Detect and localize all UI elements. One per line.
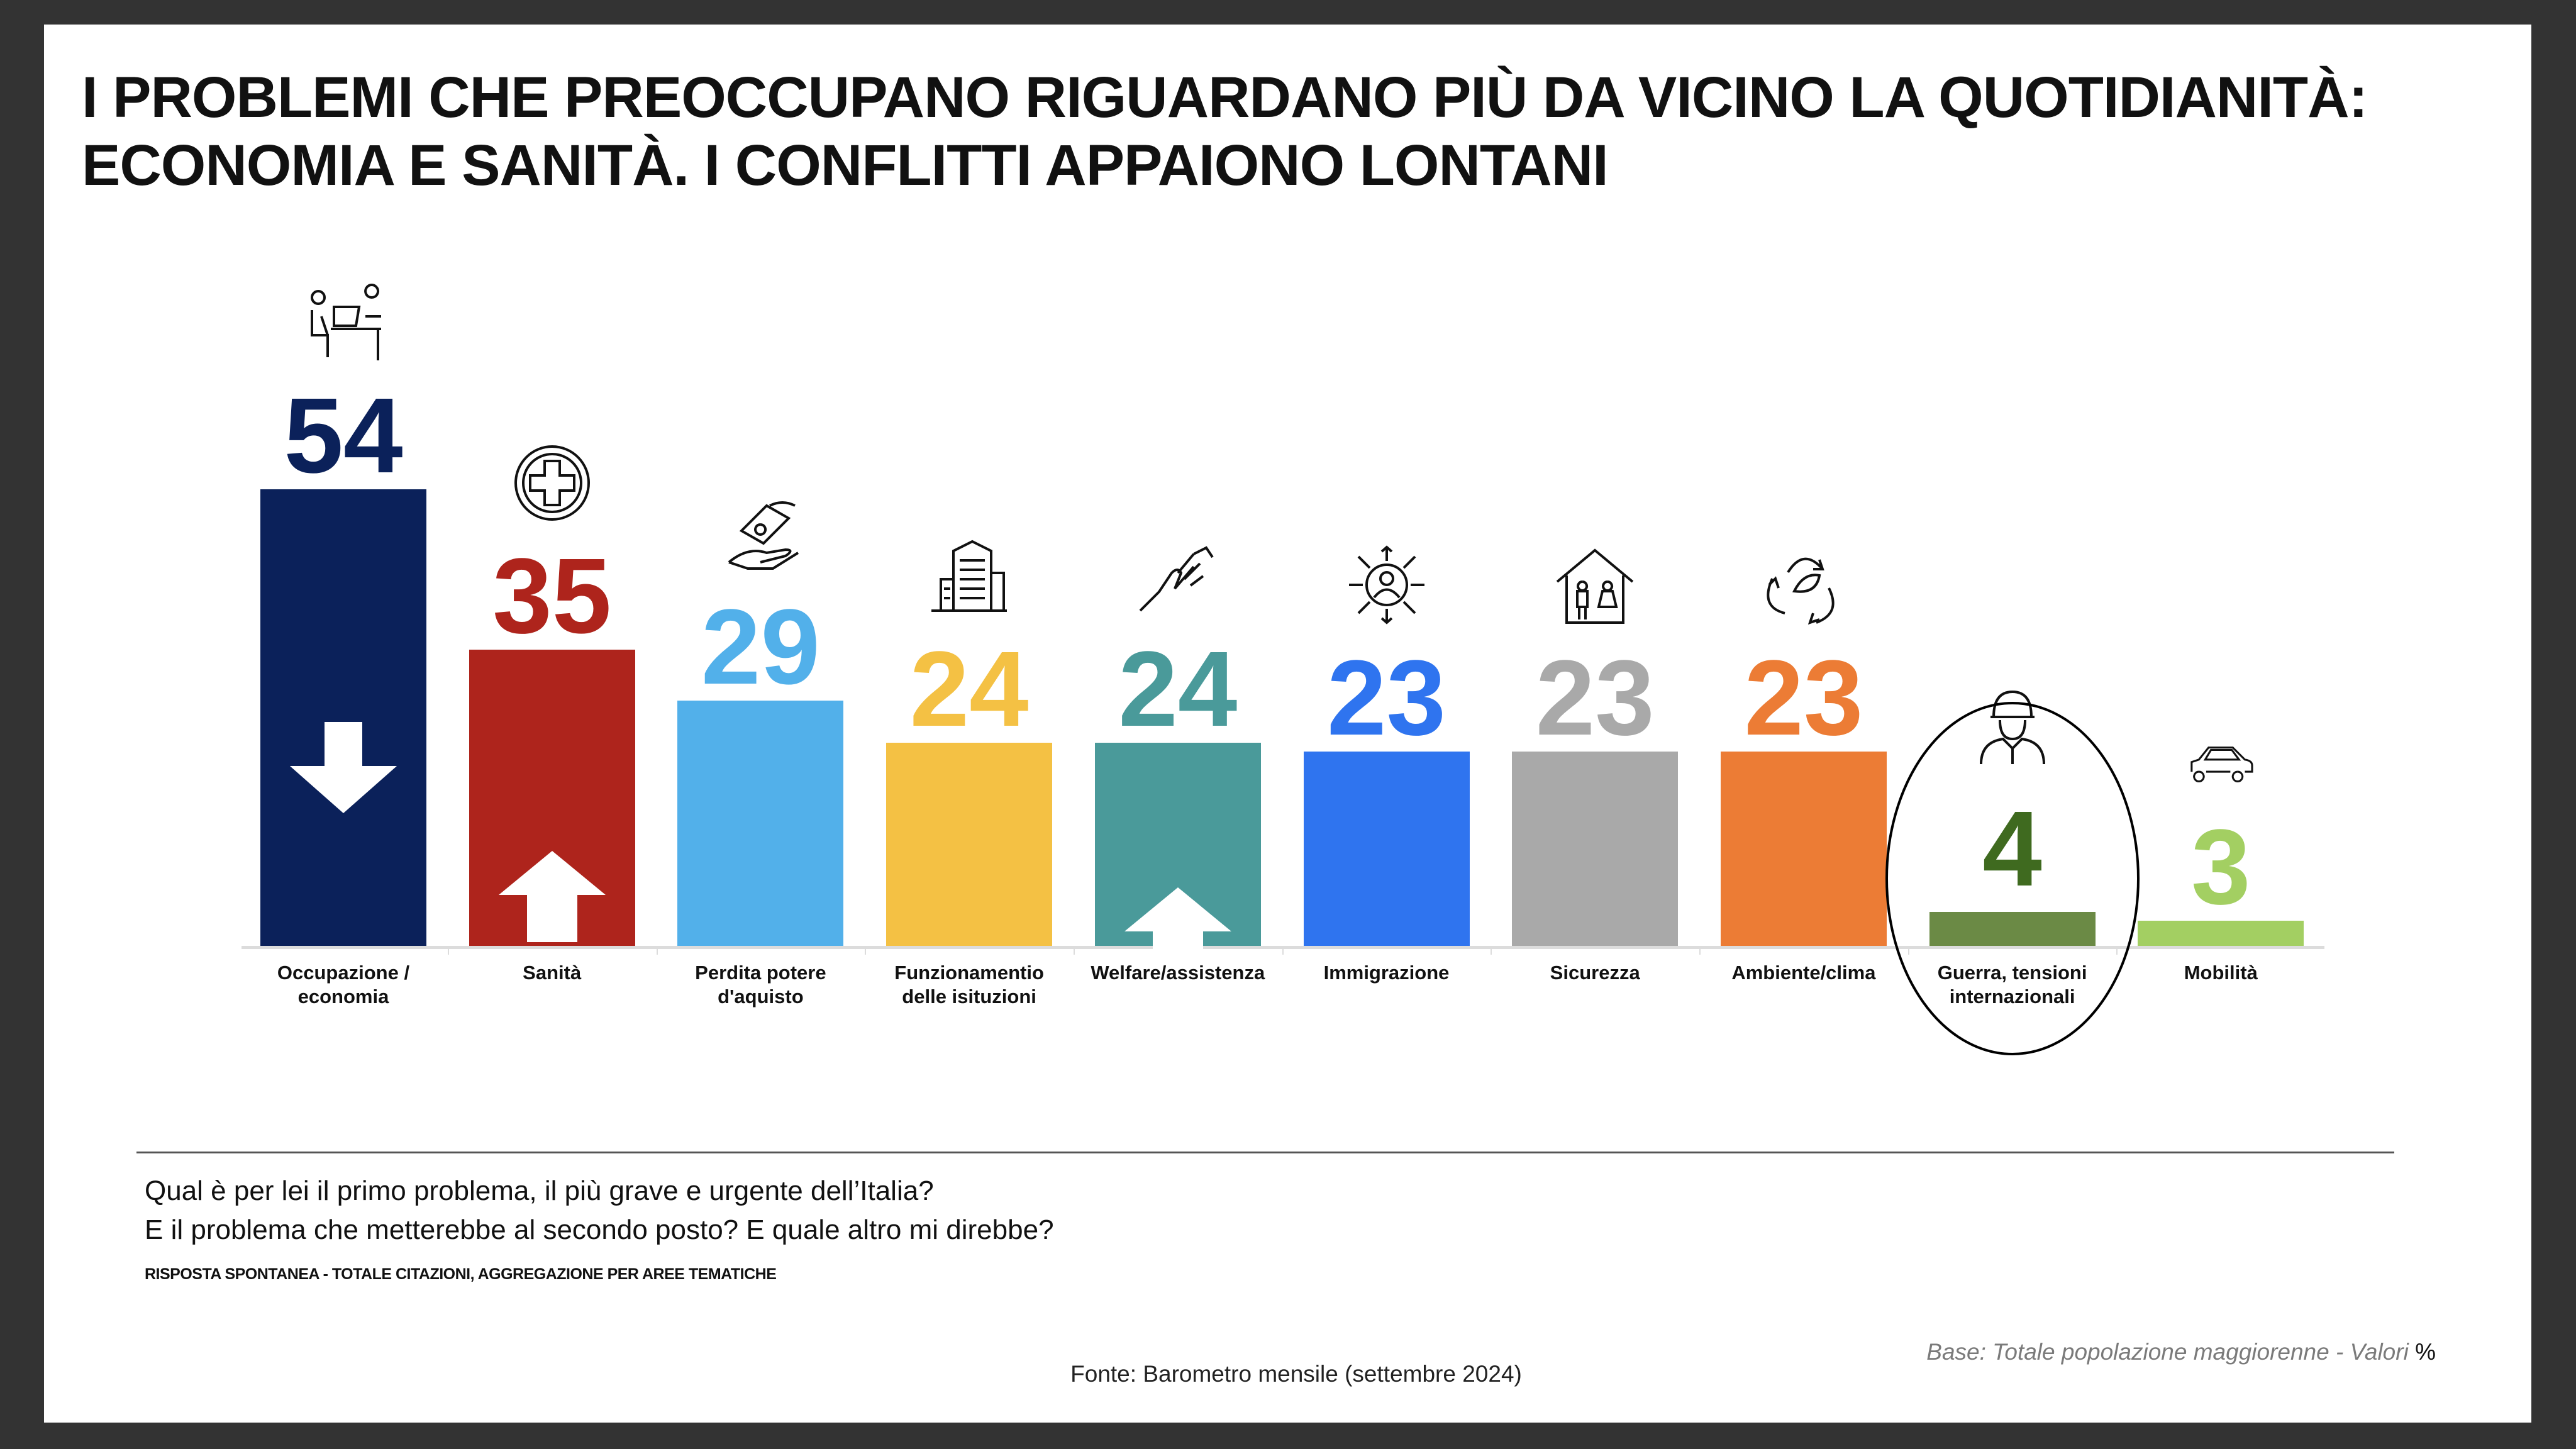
category-label: Sicurezza — [1550, 962, 1640, 984]
axis-tick — [1491, 946, 1492, 955]
value-label: 23 — [1326, 638, 1446, 758]
question-line-1: Qual è per lei il primo problema, il più… — [145, 1175, 934, 1206]
bar-10 — [2138, 920, 2304, 946]
axis-tick — [2116, 946, 2118, 955]
methodology-note: RISPOSTA SPONTANEA - TOTALE CITAZIONI, A… — [145, 1265, 777, 1283]
axis-tick — [1907, 946, 1909, 955]
building-icon — [931, 540, 1008, 613]
value-label: 3 — [2191, 807, 2251, 927]
category-label: Guerra, tensioni internazionali — [1937, 962, 2087, 1008]
title-line-1: I PROBLEMI CHE PREOCCUPANO RIGUARDANO PI… — [82, 65, 2368, 130]
bar-4 — [886, 743, 1053, 946]
arrow-up-icon — [498, 851, 606, 943]
title-line-2: ECONOMIA E SANITÀ. I CONFLITTI APPAIONO … — [82, 133, 1609, 197]
source-note: Fonte: Barometro mensile (settembre 2024… — [1070, 1361, 1522, 1387]
recycle-leaf-icon — [1767, 557, 1835, 625]
desk-worker-icon — [311, 283, 381, 360]
axis-tick — [1073, 946, 1075, 955]
axis-tick — [1282, 946, 1284, 955]
bar-8 — [1720, 751, 1887, 946]
category-label: Occupazione / economia — [277, 962, 410, 1008]
value-label: 29 — [701, 587, 820, 707]
arrow-up-icon — [1124, 887, 1231, 979]
house-family-icon — [1556, 548, 1634, 624]
soldier-icon — [1979, 691, 2045, 765]
value-label: 24 — [909, 630, 1029, 750]
base-note: Base: Totale popolazione maggiorenne - V… — [1926, 1339, 2436, 1365]
axis-tick — [865, 946, 867, 955]
base-note-text: Base: Totale popolazione maggiorenne - V… — [1926, 1339, 2409, 1365]
base-unit: % — [2415, 1339, 2436, 1365]
category-label: Welfare/assistenza — [1091, 962, 1265, 984]
axis-tick — [447, 946, 449, 955]
bar-3 — [677, 700, 844, 946]
medical-cross-icon — [514, 445, 590, 521]
helping-hand-icon — [1139, 546, 1214, 612]
slide: I PROBLEMI CHE PREOCCUPANO RIGUARDANO PI… — [44, 25, 2531, 1423]
axis-tick — [656, 946, 658, 955]
arrow-down-icon — [290, 721, 397, 813]
divider — [136, 1152, 2394, 1153]
value-label: 4 — [1982, 789, 2042, 909]
bar-9 — [1929, 912, 2096, 946]
car-icon — [2190, 746, 2253, 782]
value-label: 23 — [1744, 638, 1863, 758]
category-label: Ambiente/clima — [1731, 962, 1876, 984]
category-label: Mobilità — [2184, 962, 2258, 984]
value-label: 23 — [1535, 638, 1655, 758]
money-hand-icon — [728, 501, 799, 570]
page-title: I PROBLEMI CHE PREOCCUPANO RIGUARDANO PI… — [82, 64, 2368, 199]
person-network-icon — [1348, 545, 1424, 625]
category-label: Immigrazione — [1323, 962, 1450, 984]
category-label: Sanità — [523, 962, 582, 984]
category-label: Funzionamentio delle isituzioni — [894, 962, 1044, 1008]
bar-6 — [1303, 751, 1470, 946]
value-label: 24 — [1118, 630, 1238, 750]
bar-1 — [260, 489, 426, 946]
axis-tick — [1699, 946, 1701, 955]
value-label: 35 — [492, 536, 612, 657]
question-line-2: E il problema che metterebbe al secondo … — [145, 1214, 1054, 1245]
bar-7 — [1512, 751, 1679, 946]
value-label: 54 — [284, 375, 403, 496]
highlight-ellipse — [1885, 702, 2140, 1055]
category-label: Perdita potere d'aquisto — [695, 962, 826, 1008]
